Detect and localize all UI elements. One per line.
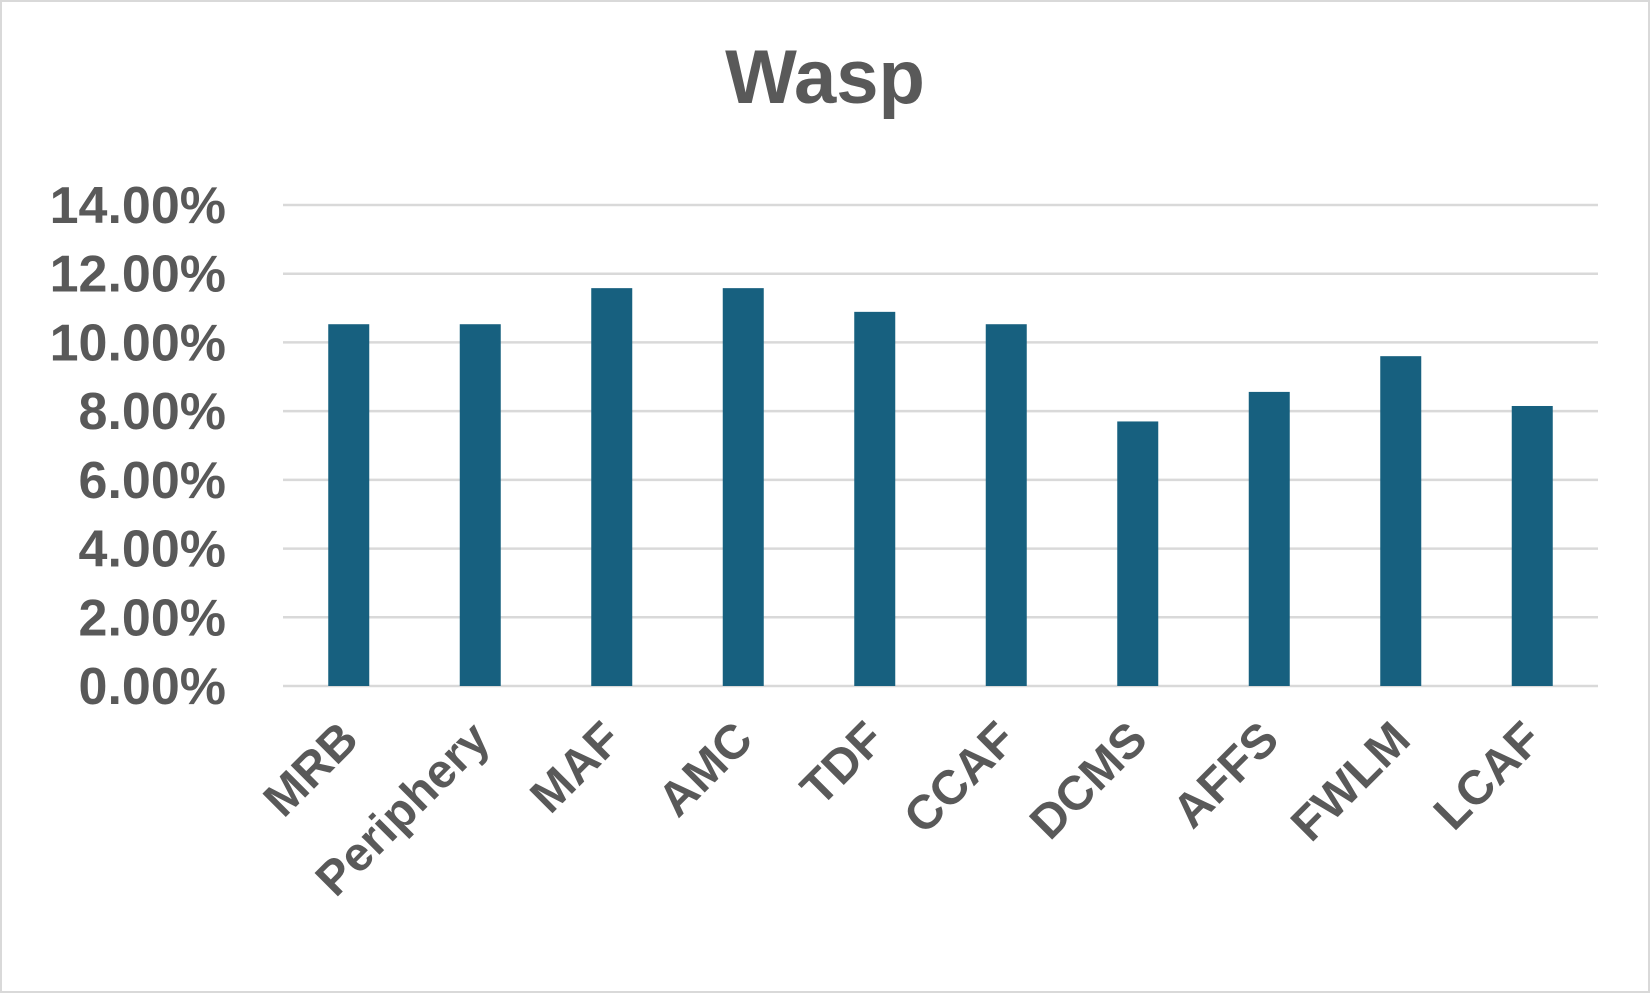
bar-tdf — [854, 311, 896, 686]
bar-periphery — [459, 324, 501, 686]
bar-amc — [722, 288, 764, 686]
x-category-label: LCAF — [1424, 712, 1552, 840]
y-tick-label: 12.00% — [50, 246, 226, 304]
bar-ccaf — [985, 324, 1027, 686]
x-category-label: CCAF — [894, 712, 1026, 844]
x-category-label: FWLM — [1281, 712, 1420, 851]
chart-title: Wasp — [725, 35, 925, 120]
x-category-label: AFFS — [1163, 712, 1289, 838]
bar-mrb — [328, 324, 370, 686]
x-category-label: TDF — [791, 712, 894, 815]
x-category-label: MAF — [521, 712, 632, 823]
y-tick-label: 0.00% — [79, 658, 226, 716]
bar-affs — [1248, 391, 1290, 686]
y-tick-label: 6.00% — [79, 452, 226, 510]
bar-fwlm — [1380, 356, 1422, 686]
y-tick-label: 10.00% — [50, 314, 226, 372]
y-tick-label: 8.00% — [79, 383, 226, 441]
bar-maf — [591, 288, 633, 686]
x-category-label: AMC — [648, 712, 763, 827]
gridlines — [283, 203, 1598, 688]
y-axis-ticks: 0.00% 2.00% 4.00% 6.00% 8.00% 10.00% 12.00% 14.… — [50, 177, 226, 716]
y-tick-label: 14.00% — [50, 177, 226, 235]
bars — [328, 288, 1553, 686]
x-category-label: MRB — [254, 712, 369, 827]
y-tick-label: 4.00% — [79, 521, 226, 579]
y-tick-label: 2.00% — [79, 589, 226, 647]
x-category-label: DCMS — [1020, 712, 1157, 849]
bar-dcms — [1117, 421, 1159, 686]
bar-lcaf — [1511, 405, 1553, 686]
